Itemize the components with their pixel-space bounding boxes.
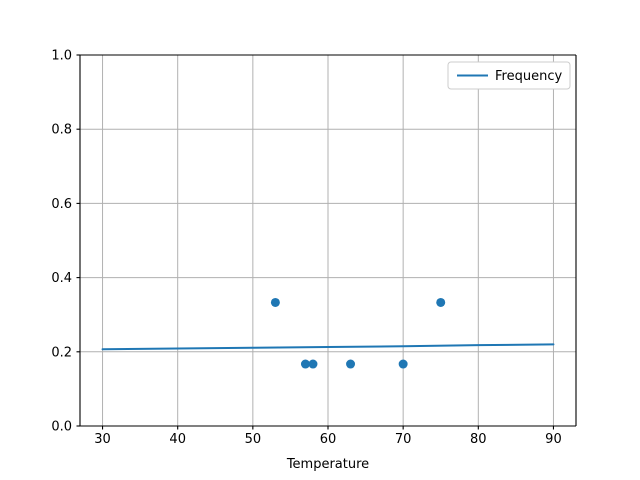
ytick-label: 0.0 (51, 420, 72, 435)
xtick-label: 50 (245, 432, 262, 447)
ytick-label: 0.8 (51, 123, 72, 138)
scatter-point (270, 297, 280, 307)
x-axis-title: Temperature (286, 457, 369, 472)
xtick-label: 80 (470, 432, 487, 447)
tick-marks: 30 40 50 60 70 80 90 0.0 0.2 0.4 0.6 0.8 1.0 (51, 49, 561, 448)
line-series-frequency (101, 343, 555, 351)
scatter-point (300, 359, 310, 369)
ytick-label: 0.2 (51, 345, 72, 360)
legend-label-frequency: Frequency (495, 69, 562, 84)
gridlines (80, 55, 576, 426)
xtick-label: 90 (545, 432, 562, 447)
scatter-point (436, 297, 446, 307)
scatter-point (308, 359, 318, 369)
scatter-series-observations (270, 297, 446, 369)
ytick-label: 0.4 (51, 271, 72, 286)
ytick-label: 1.0 (51, 49, 72, 64)
legend[interactable]: Frequency (447, 61, 571, 90)
ytick-label: 0.6 (51, 197, 72, 212)
xtick-label: 30 (94, 432, 111, 447)
legend-frame (447, 61, 571, 90)
scatter-point (346, 359, 356, 369)
xtick-label: 60 (320, 432, 337, 447)
scatter-point (398, 359, 408, 369)
xtick-label: 40 (169, 432, 186, 447)
xtick-label: 70 (395, 432, 412, 447)
